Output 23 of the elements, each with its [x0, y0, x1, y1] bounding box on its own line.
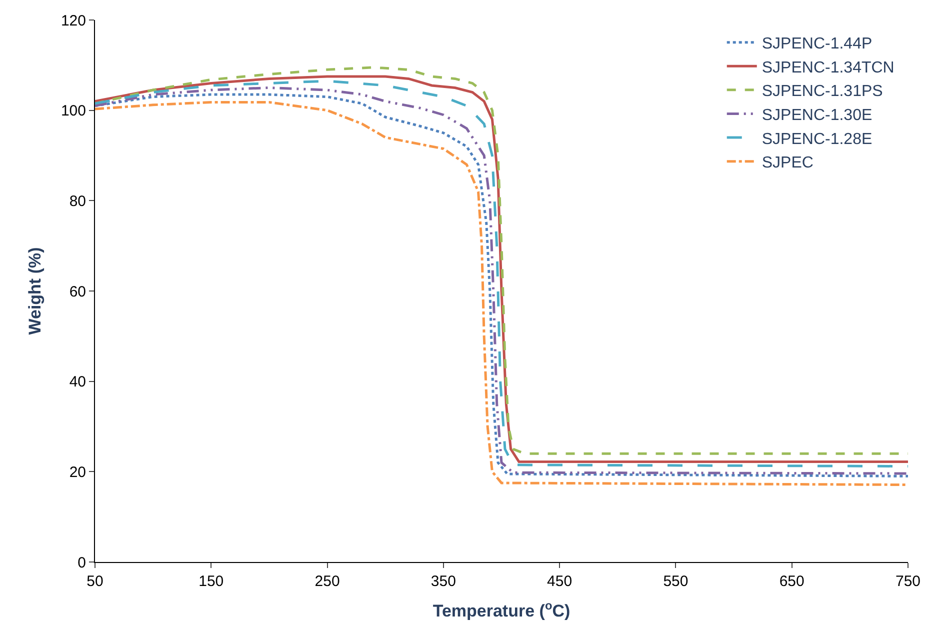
- x-tick-label: 650: [779, 573, 804, 590]
- x-tick-label: 350: [430, 573, 456, 590]
- x-tick-label: 550: [663, 573, 688, 590]
- y-tick-label: 20: [69, 464, 86, 481]
- x-tick-label: 750: [895, 573, 921, 590]
- x-axis-title: Temperature ($^{o}$C): [432, 598, 570, 620]
- y-tick-label: 0: [78, 554, 86, 572]
- y-tick-label: 80: [69, 192, 86, 210]
- y-tick-label: 100: [60, 102, 86, 120]
- x-tick-label: 250: [314, 573, 340, 590]
- y-tick-label: 40: [69, 374, 86, 391]
- legend-label: SJPENC-1.31PS: [762, 83, 883, 100]
- legend-label: SJPENC-1.28E: [762, 130, 872, 148]
- legend-label: SJPENC-1.30E: [762, 106, 872, 124]
- y-axis-title: Weight (%): [26, 247, 45, 335]
- legend-label: SJPENC-1.34TCN: [762, 59, 894, 76]
- y-tick-label: 60: [69, 283, 86, 300]
- y-tick-label: 120: [60, 12, 86, 30]
- legend-label: SJPEC: [762, 154, 814, 172]
- x-tick-label: 50: [86, 573, 104, 590]
- x-tick-label: 150: [198, 573, 224, 590]
- x-tick-label: 450: [547, 573, 572, 590]
- legend-label: SJPENC-1.44P: [762, 36, 872, 53]
